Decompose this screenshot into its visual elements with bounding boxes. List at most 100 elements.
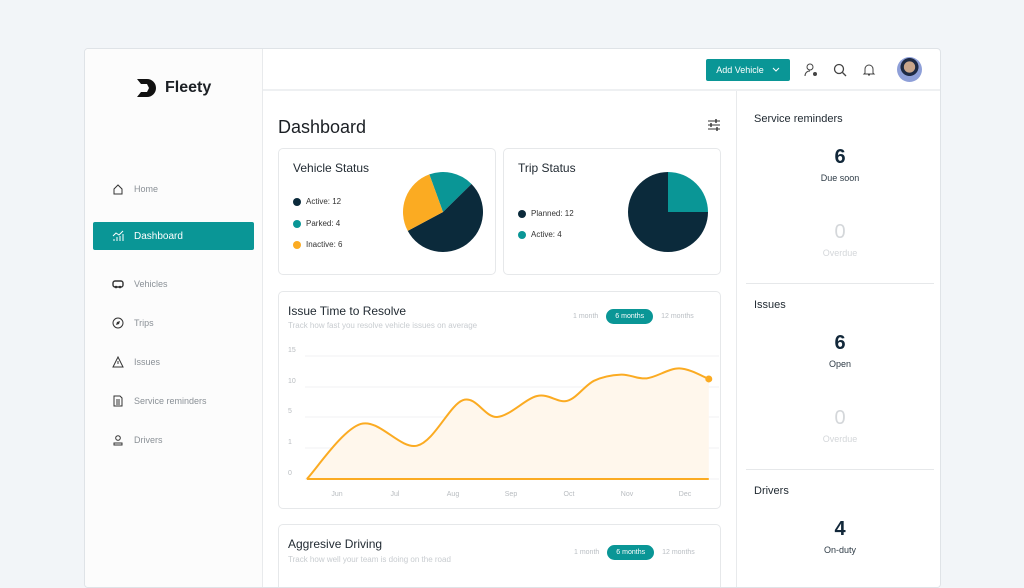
- legend-active: Active: 4: [518, 230, 562, 239]
- fleety-logo-icon: [137, 79, 156, 97]
- card-subtitle: Track how well your team is doing on the…: [288, 555, 451, 564]
- range-1-month[interactable]: 1 month: [573, 313, 599, 320]
- summary-panel: Service reminders 6 Due soon 0 Overdue I…: [736, 91, 940, 587]
- range-1-month[interactable]: 1 month: [574, 549, 600, 556]
- warning-icon: [112, 356, 124, 368]
- drivers-heading: Drivers: [754, 485, 789, 497]
- issues-overdue-count: 0: [834, 407, 846, 429]
- vehicle-status-pie: [403, 172, 483, 252]
- y-tick-label: 5: [288, 408, 292, 415]
- y-tick-label: 0: [288, 470, 292, 477]
- compass-icon: [112, 317, 124, 329]
- sidebar-item-trips[interactable]: Trips: [93, 309, 254, 337]
- legend-inactive: Inactive: 6: [293, 240, 342, 249]
- x-tick-label: Dec: [679, 491, 692, 498]
- pie-slice: [407, 183, 483, 252]
- range-12-months[interactable]: 12 months: [662, 549, 695, 556]
- bell-icon[interactable]: [861, 62, 877, 78]
- logo: Fleety: [137, 79, 211, 97]
- service-reminders-heading: Service reminders: [754, 113, 843, 125]
- x-tick-label: Nov: [621, 491, 634, 498]
- car-icon: [112, 280, 124, 289]
- aggressive-driving-card: Aggresive Driving Track how well your te…: [278, 524, 721, 587]
- open-issues-label: Open: [828, 359, 852, 369]
- last-point-marker[interactable]: [705, 375, 713, 383]
- app-name: Fleety: [165, 79, 212, 96]
- y-tick-label: 10: [288, 378, 296, 385]
- divider: [746, 283, 934, 284]
- due-soon-label: Due soon: [820, 173, 860, 183]
- pie-slice: [429, 172, 472, 212]
- vehicle-status-card: Vehicle Status Active: 12 Parked: 4 Inac…: [278, 148, 496, 275]
- sidebar-item-label: Vehicles: [134, 279, 168, 289]
- legend-label: Inactive: 6: [306, 240, 343, 249]
- legend-label: Active: 12: [306, 197, 342, 206]
- range-6-months[interactable]: 6 months: [606, 309, 654, 324]
- pie-slice: [668, 172, 708, 212]
- filter-sliders-icon[interactable]: [706, 117, 722, 133]
- sidebar-item-label: Home: [134, 184, 159, 194]
- legend-dot: [518, 230, 526, 239]
- on-duty-label: On-duty: [823, 545, 856, 555]
- y-tick-label: 1: [288, 439, 292, 446]
- user-status-icon[interactable]: [803, 62, 819, 78]
- sidebar-item-home[interactable]: Home: [93, 175, 254, 203]
- trip-status-pie: [628, 172, 708, 252]
- chevron-down-icon: [772, 67, 780, 72]
- trend-chart-icon: [112, 230, 124, 241]
- area-fill: [306, 368, 709, 479]
- card-title: Aggresive Driving: [288, 537, 383, 551]
- x-tick-label: Aug: [447, 491, 460, 498]
- x-tick-label: Jun: [331, 491, 342, 498]
- range-12-months[interactable]: 12 months: [661, 313, 694, 320]
- sidebar-item-label: Drivers: [134, 435, 163, 445]
- legend-label: Active: 4: [531, 230, 562, 239]
- top-bar: Add Vehicle: [263, 49, 940, 91]
- app-window: Fleety Home Dashboard Vehicles Trips Iss…: [84, 48, 941, 588]
- legend-dot: [293, 219, 301, 228]
- card-subtitle: Track how fast you resolve vehicle issue…: [288, 321, 478, 330]
- home-icon: [113, 184, 123, 195]
- service-overdue-label: Overdue: [822, 248, 858, 258]
- divider: [746, 469, 934, 470]
- range-selector: 1 month 6 months 12 months: [574, 545, 695, 560]
- trip-status-card: Trip Status Planned: 12 Active: 4: [503, 148, 721, 275]
- sidebar-item-service-reminders[interactable]: Service reminders: [93, 387, 254, 415]
- search-icon[interactable]: [832, 62, 848, 78]
- x-tick-label: Oct: [564, 491, 575, 498]
- sidebar-item-label: Service reminders: [134, 396, 207, 406]
- legend-parked: Parked: 4: [293, 219, 340, 228]
- range-6-months[interactable]: 6 months: [607, 545, 655, 560]
- avatar[interactable]: [897, 57, 922, 82]
- series-line: [306, 367, 710, 480]
- legend-planned: Planned: 12: [518, 209, 574, 218]
- range-selector: 1 month 6 months 12 months: [573, 309, 694, 324]
- legend-label: Planned: 12: [531, 209, 574, 218]
- y-tick-label: 15: [288, 347, 296, 354]
- sidebar-item-vehicles[interactable]: Vehicles: [93, 270, 254, 298]
- add-vehicle-label: Add Vehicle: [716, 65, 764, 75]
- legend-dot: [293, 240, 301, 249]
- on-duty-count: 4: [834, 518, 846, 540]
- legend-dot: [518, 209, 526, 218]
- open-issues-count: 6: [834, 332, 846, 354]
- sidebar-item-drivers[interactable]: Drivers: [93, 426, 254, 454]
- sidebar-item-label: Issues: [134, 357, 161, 367]
- sidebar-item-issues[interactable]: Issues: [93, 348, 254, 376]
- issue-time-card: Issue Time to Resolve Track how fast you…: [278, 291, 721, 509]
- pie-slice: [403, 174, 443, 231]
- card-title: Issue Time to Resolve: [288, 304, 407, 318]
- sidebar-item-label: Trips: [134, 318, 154, 328]
- x-tick-label: Sep: [505, 491, 518, 498]
- issues-heading: Issues: [754, 299, 786, 311]
- legend-active: Active: 12: [293, 197, 341, 206]
- page-title: Dashboard: [278, 117, 367, 137]
- x-tick-label: Jul: [391, 491, 400, 498]
- document-icon: [113, 395, 123, 407]
- legend-label: Parked: 4: [306, 219, 341, 228]
- sidebar-item-label: Dashboard: [134, 230, 183, 242]
- sidebar-item-dashboard[interactable]: Dashboard: [93, 222, 254, 250]
- add-vehicle-button[interactable]: Add Vehicle: [706, 59, 790, 81]
- legend-dot: [293, 197, 301, 206]
